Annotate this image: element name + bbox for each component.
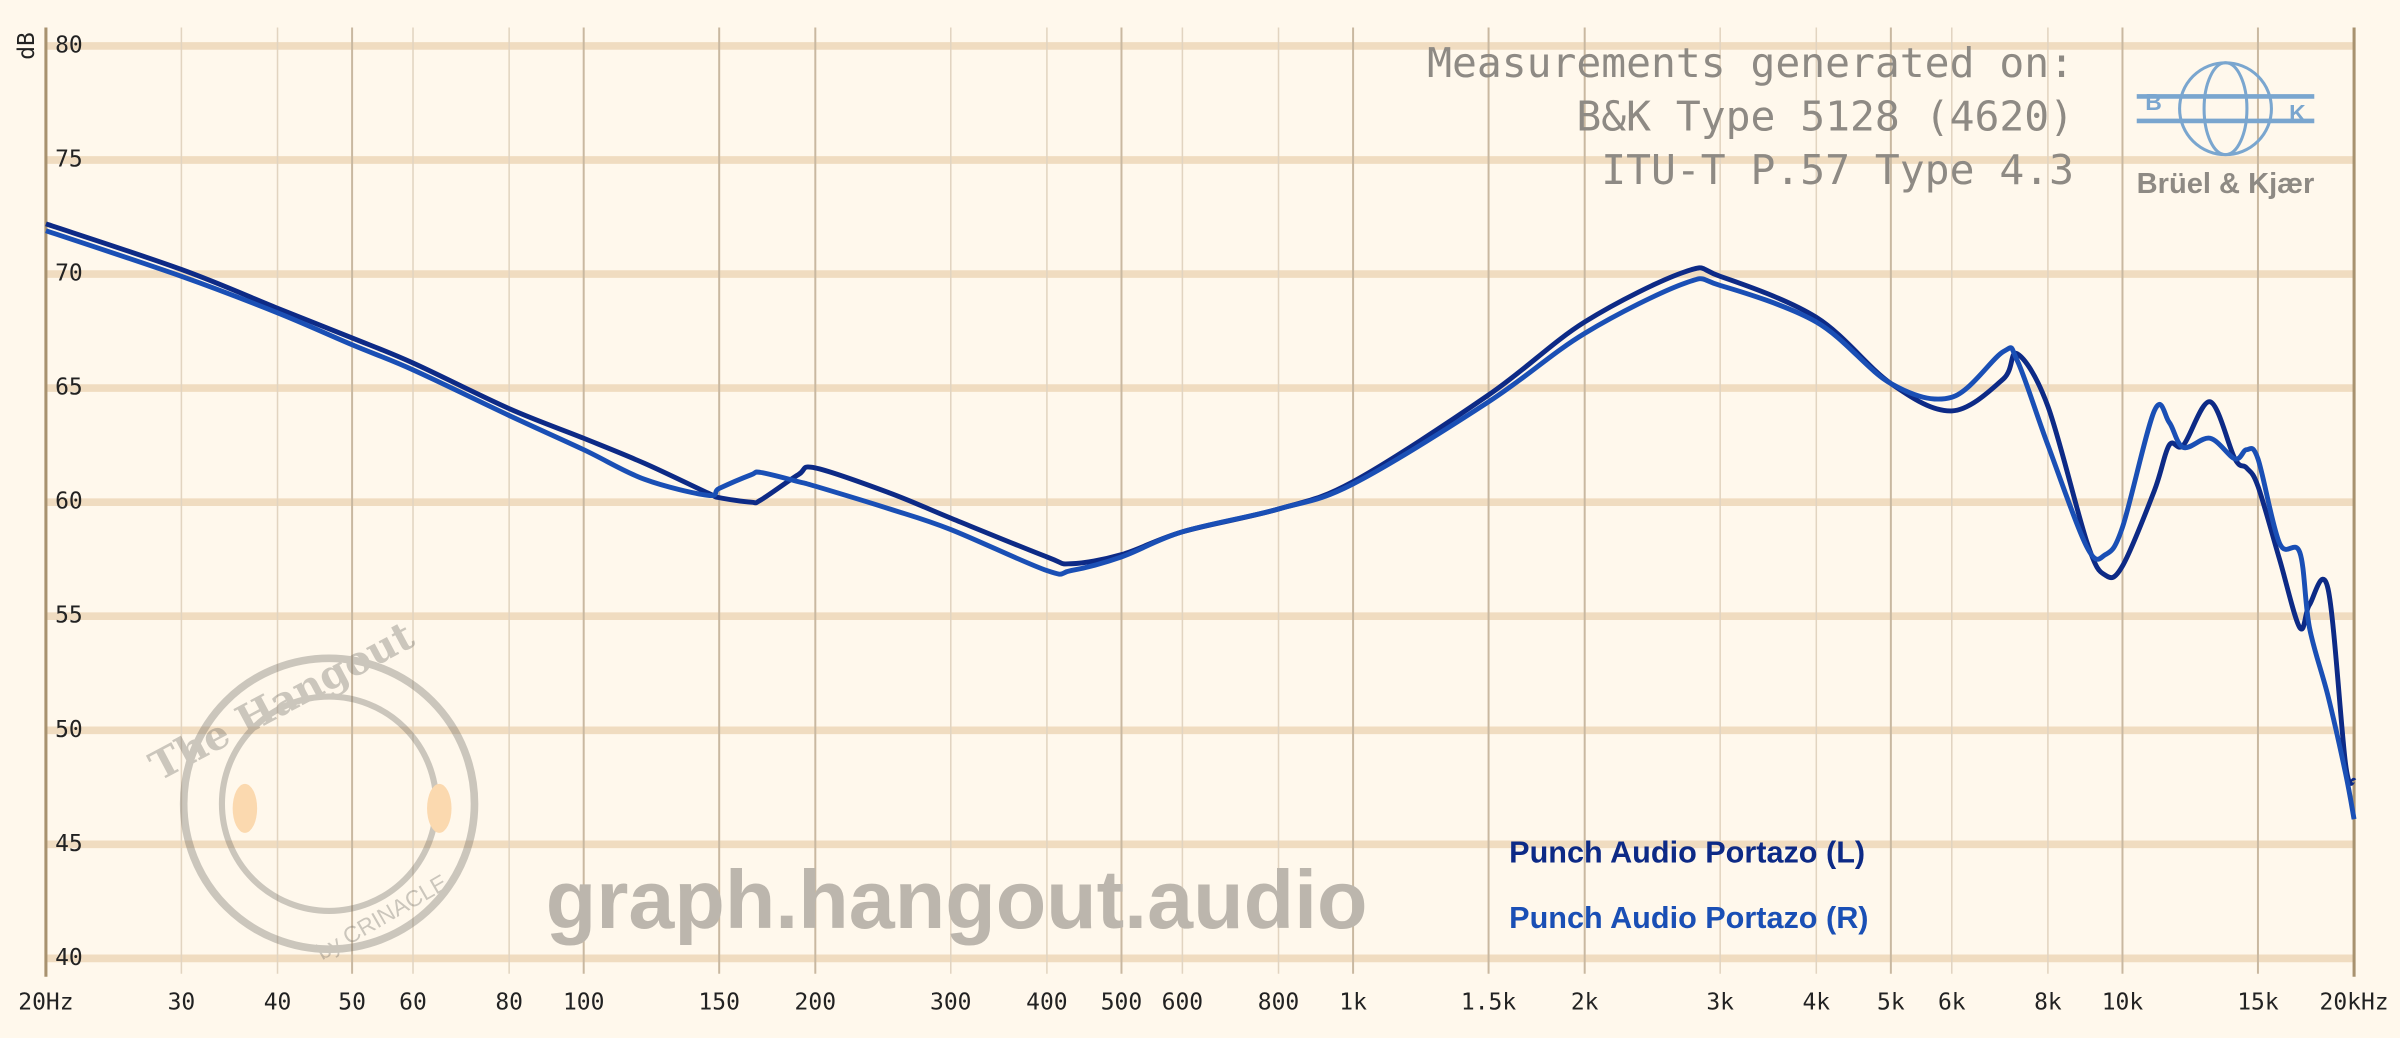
legend-entry: Punch Audio Portazo (R) xyxy=(1509,901,1868,935)
y-tick-label: 65 xyxy=(55,375,83,401)
logo-globe xyxy=(2202,61,2249,157)
x-tick-label: 4k xyxy=(1802,989,1830,1015)
x-tick-label: 50 xyxy=(338,989,366,1015)
logo-letter: K xyxy=(2289,100,2306,126)
x-tick-label: 400 xyxy=(1026,989,1067,1015)
x-tick-label: 8k xyxy=(2034,989,2062,1015)
y-tick-label: 45 xyxy=(55,831,83,857)
badge-ring xyxy=(179,654,479,954)
annotation: ITU-T P.57 Type 4.3 xyxy=(1601,146,2074,194)
x-tick-label: 500 xyxy=(1101,989,1142,1015)
y-tick-label: 55 xyxy=(55,603,83,629)
series-line xyxy=(45,228,2357,820)
x-tick-label: 80 xyxy=(495,989,523,1015)
badge-ear xyxy=(427,783,452,833)
x-tick-label: 3k xyxy=(1706,989,1734,1015)
x-tick-label: 100 xyxy=(563,989,604,1015)
x-tick-label: 800 xyxy=(1258,989,1299,1015)
x-tick-label: 60 xyxy=(399,989,427,1015)
badge-face xyxy=(218,693,440,914)
annotation: B&K Type 5128 (4620) xyxy=(1576,92,2074,140)
logo-text: Brüel & Kjær xyxy=(2137,168,2315,200)
annotation: Measurements generated on: xyxy=(1427,39,2074,87)
x-tick-label: 300 xyxy=(930,989,971,1015)
x-tick-label: 6k xyxy=(1938,989,1966,1015)
x-tick-label: 15k xyxy=(2237,989,2279,1015)
x-tick-label: 150 xyxy=(698,989,739,1015)
x-tick-label: 5k xyxy=(1877,989,1905,1015)
y-axis-label: dB xyxy=(14,32,40,60)
logo-letter: B xyxy=(2145,89,2162,115)
plot xyxy=(45,221,2357,820)
y-tick-label: 75 xyxy=(55,146,83,172)
y-tick-label: 50 xyxy=(55,717,83,743)
y-tick-label: 60 xyxy=(55,489,83,515)
x-tick-label: 600 xyxy=(1162,989,1203,1015)
badge-ear xyxy=(232,783,258,833)
x-tick-label: 1k xyxy=(1339,989,1367,1015)
watermark: graph.hangout.audio xyxy=(546,853,1368,946)
y-tick-label: 40 xyxy=(55,945,83,971)
y-tick-label: 70 xyxy=(55,261,83,287)
x-tick-label: 40 xyxy=(264,989,292,1015)
logo xyxy=(2136,61,2315,157)
x-tick-label: 1.5k xyxy=(1461,989,1516,1015)
x-tick-label: 10k xyxy=(2102,989,2144,1015)
x-tick-label: 20kHz xyxy=(2320,989,2389,1015)
x-tick-label: 20Hz xyxy=(18,989,73,1015)
legend-entry: Punch Audio Portazo (L) xyxy=(1509,835,1865,869)
y-tick-label: 80 xyxy=(55,32,83,58)
x-tick-label: 30 xyxy=(168,989,196,1015)
x-tick-label: 200 xyxy=(795,989,836,1015)
x-tick-label: 2k xyxy=(1571,989,1599,1015)
